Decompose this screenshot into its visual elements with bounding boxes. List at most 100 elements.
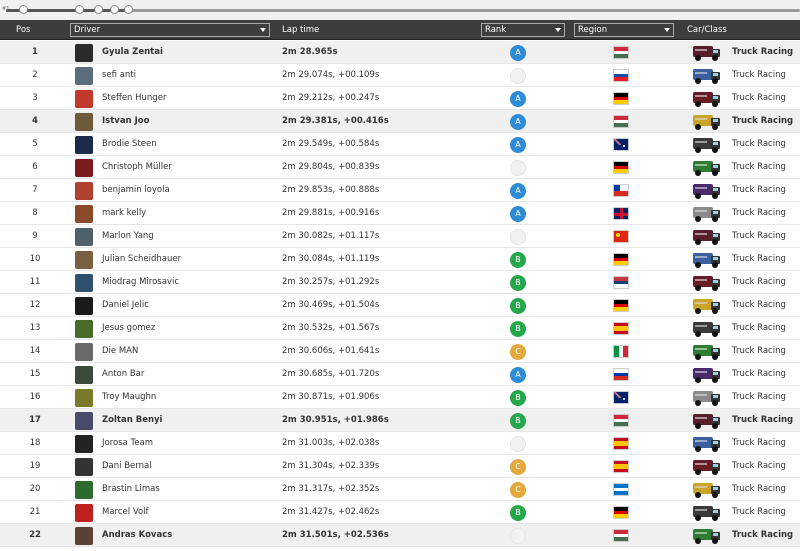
car-class: Truck Racing bbox=[732, 392, 786, 402]
region-filter[interactable]: Region bbox=[574, 23, 674, 37]
car-class: Truck Racing bbox=[732, 530, 794, 540]
table-row[interactable]: 22 Andras Kovacs 2m 31.501s, +02.536s Truck… bbox=[0, 524, 800, 547]
table-row[interactable]: 19 Dani Bernal 2m 31.304s, +02.339s C Truck … bbox=[0, 455, 800, 478]
table-row[interactable]: 7 benjamin loyola 2m 29.853s, +00.888s A Tru… bbox=[0, 179, 800, 202]
driver-name[interactable]: Steffen Hunger bbox=[102, 93, 167, 103]
car-class: Truck Racing bbox=[732, 208, 786, 218]
driver-name[interactable]: Andras Kovacs bbox=[102, 530, 173, 540]
position: 16 bbox=[29, 392, 41, 402]
driver-filter[interactable]: Driver bbox=[70, 23, 270, 37]
driver-name[interactable]: Christoph Müller bbox=[102, 162, 172, 172]
driver-name[interactable]: Brastin Limas bbox=[102, 484, 160, 494]
region-flag-icon bbox=[613, 115, 629, 128]
truck-icon bbox=[689, 389, 723, 407]
driver-name[interactable]: Julian Scheidhauer bbox=[102, 254, 182, 264]
table-row[interactable]: 13 Jesus gomez 2m 30.532s, +01.567s B Truck … bbox=[0, 317, 800, 340]
slider-track[interactable] bbox=[6, 9, 800, 12]
rank-badge: A bbox=[510, 206, 526, 222]
driver-name[interactable]: Jorosa Team bbox=[102, 438, 154, 448]
region-flag-icon bbox=[613, 92, 629, 105]
header-lap-time[interactable]: Lap time bbox=[282, 25, 320, 35]
table-row[interactable]: 15 Anton Bar 2m 30.685s, +01.720s A Truck Ra… bbox=[0, 363, 800, 386]
car-class: Truck Racing bbox=[732, 438, 786, 448]
table-row[interactable]: 17 Zoltan Benyi 2m 30.951s, +01.986s B Truck… bbox=[0, 409, 800, 432]
driver-name[interactable]: Anton Bar bbox=[102, 369, 145, 379]
position: 8 bbox=[32, 208, 38, 218]
header-pos[interactable]: Pos bbox=[16, 25, 31, 35]
header-region: Region bbox=[578, 25, 608, 35]
table-row[interactable]: 10 Julian Scheidhauer 2m 30.084s, +01.119s… bbox=[0, 248, 800, 271]
truck-icon bbox=[689, 67, 723, 85]
rank-badge: B bbox=[510, 390, 526, 406]
position: 4 bbox=[32, 116, 38, 126]
avatar bbox=[75, 527, 93, 545]
table-row[interactable]: 3 Steffen Hunger 2m 29.212s, +00.247s A Truc… bbox=[0, 87, 800, 110]
position: 15 bbox=[29, 369, 41, 379]
table-row[interactable]: 11 Miodrag Mirosavic 2m 30.257s, +01.292s B… bbox=[0, 271, 800, 294]
avatar bbox=[75, 159, 93, 177]
truck-icon bbox=[689, 159, 723, 177]
avatar bbox=[75, 113, 93, 131]
rank-badge: A bbox=[510, 367, 526, 383]
table-row[interactable]: 6 Christoph Müller 2m 29.804s, +00.839s Tru… bbox=[0, 156, 800, 179]
driver-name[interactable]: mark kelly bbox=[102, 208, 147, 218]
table-row[interactable]: 20 Brastin Limas 2m 31.317s, +02.352s C Truc… bbox=[0, 478, 800, 501]
rank-badge: B bbox=[510, 298, 526, 314]
table-row[interactable]: 2 sefi anti 2m 29.074s, +00.109s Truck Raci… bbox=[0, 64, 800, 87]
driver-name[interactable]: Brodie Steen bbox=[102, 139, 157, 149]
driver-name[interactable]: Gyula Zentai bbox=[102, 47, 163, 57]
driver-name[interactable]: Jesus gomez bbox=[102, 323, 156, 333]
rank-filter[interactable]: Rank bbox=[481, 23, 565, 37]
driver-name[interactable]: Miodrag Mirosavic bbox=[102, 277, 179, 287]
lap-time: 2m 30.469s, +01.504s bbox=[282, 300, 380, 310]
lap-time: 2m 29.381s, +00.416s bbox=[282, 116, 389, 126]
avatar bbox=[75, 67, 93, 85]
table-row[interactable]: 9 Marlon Yang 2m 30.082s, +01.117s Truck Ra… bbox=[0, 225, 800, 248]
slider-knob[interactable] bbox=[19, 5, 28, 14]
driver-name[interactable]: Daniel Jelic bbox=[102, 300, 149, 310]
region-flag-icon bbox=[613, 299, 629, 312]
driver-name[interactable]: Marcel Volf bbox=[102, 507, 149, 517]
driver-name[interactable]: Istvan Joo bbox=[102, 116, 150, 126]
rank-badge: C bbox=[510, 344, 526, 360]
header-car-class[interactable]: Car/Class bbox=[687, 25, 727, 35]
lap-time: 2m 31.003s, +02.038s bbox=[282, 438, 380, 448]
rank-badge: A bbox=[510, 137, 526, 153]
driver-name[interactable]: sefi anti bbox=[102, 70, 137, 80]
slider-knob[interactable] bbox=[124, 5, 133, 14]
region-flag-icon bbox=[613, 483, 629, 496]
table-row[interactable]: 8 mark kelly 2m 29.881s, +00.916s A Truck Ra… bbox=[0, 202, 800, 225]
driver-name[interactable]: Zoltan Benyi bbox=[102, 415, 163, 425]
slider-knob[interactable] bbox=[94, 5, 103, 14]
car-class: Truck Racing bbox=[732, 116, 794, 126]
lap-time: 2m 29.212s, +00.247s bbox=[282, 93, 380, 103]
slider-fill bbox=[6, 9, 125, 12]
table-row[interactable]: 16 Troy Maughn 2m 30.871s, +01.906s B Truck … bbox=[0, 386, 800, 409]
table-row[interactable]: 5 Brodie Steen 2m 29.549s, +00.584s A Truck … bbox=[0, 133, 800, 156]
truck-icon bbox=[689, 251, 723, 269]
slider-knob[interactable] bbox=[75, 5, 84, 14]
driver-name[interactable]: Dani Bernal bbox=[102, 461, 152, 471]
driver-name[interactable]: benjamin loyola bbox=[102, 185, 170, 195]
lap-time: 2m 30.606s, +01.641s bbox=[282, 346, 380, 356]
driver-name[interactable]: Troy Maughn bbox=[102, 392, 157, 402]
table-header: Pos Driver Lap time Rank Region Car/Clas… bbox=[0, 20, 800, 40]
position: 3 bbox=[32, 93, 38, 103]
table-row[interactable]: 4 Istvan Joo 2m 29.381s, +00.416s A Truck Ra… bbox=[0, 110, 800, 133]
table-row[interactable]: 21 Marcel Volf 2m 31.427s, +02.462s B Truck … bbox=[0, 501, 800, 524]
table-row[interactable]: 14 Die MAN 2m 30.606s, +01.641s C Truck Raci… bbox=[0, 340, 800, 363]
table-row[interactable]: 12 Daniel Jelic 2m 30.469s, +01.504s B Truck… bbox=[0, 294, 800, 317]
table-row[interactable]: 18 Jorosa Team 2m 31.003s, +02.038s Truck R… bbox=[0, 432, 800, 455]
slider-knob[interactable] bbox=[110, 5, 119, 14]
car-class: Truck Racing bbox=[732, 300, 786, 310]
slider-label: #1 bbox=[2, 6, 9, 12]
truck-icon bbox=[689, 228, 723, 246]
lap-time: 2m 30.532s, +01.567s bbox=[282, 323, 380, 333]
car-class: Truck Racing bbox=[732, 185, 786, 195]
lap-slider[interactable]: #1 bbox=[0, 0, 800, 20]
driver-name[interactable]: Die MAN bbox=[102, 346, 139, 356]
driver-name[interactable]: Marlon Yang bbox=[102, 231, 154, 241]
table-row[interactable]: 1 Gyula Zentai 2m 28.965s A Truck Racing bbox=[0, 41, 800, 64]
region-flag-icon bbox=[613, 46, 629, 59]
region-flag-icon bbox=[613, 437, 629, 450]
